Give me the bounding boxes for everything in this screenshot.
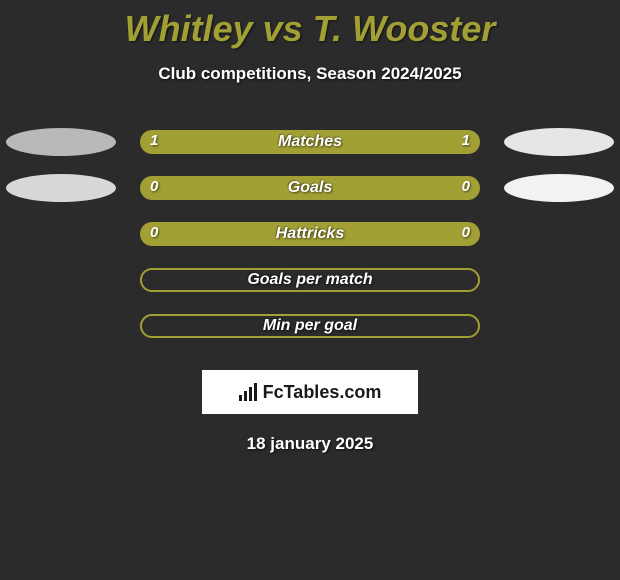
stat-row-hattricks: Hattricks 0 0 [0, 220, 620, 266]
stat-label: Goals per match [247, 271, 372, 289]
stat-value-right: 0 [462, 224, 470, 241]
stats-container: Matches 1 1 Goals 0 0 Hattricks 0 0 Goal… [0, 128, 620, 358]
logo-text: FcTables.com [239, 382, 382, 403]
stat-bar: Hattricks [140, 222, 480, 246]
comparison-title: Whitley vs T. Wooster [0, 0, 620, 50]
stat-row-goals-per-match: Goals per match [0, 266, 620, 312]
player-left-marker [6, 128, 116, 156]
stat-value-right: 0 [462, 178, 470, 195]
footer-date: 18 january 2025 [0, 434, 620, 454]
logo-label: FcTables.com [263, 382, 382, 403]
stat-value-left: 0 [150, 178, 158, 195]
stat-row-matches: Matches 1 1 [0, 128, 620, 174]
chart-icon [239, 383, 257, 401]
stat-value-right: 1 [462, 132, 470, 149]
stat-bar: Goals [140, 176, 480, 200]
player-left-marker [6, 174, 116, 202]
comparison-subtitle: Club competitions, Season 2024/2025 [0, 64, 620, 84]
fctables-logo: FcTables.com [202, 370, 418, 414]
stat-value-left: 0 [150, 224, 158, 241]
player-right-marker [504, 128, 614, 156]
stat-row-goals: Goals 0 0 [0, 174, 620, 220]
stat-label: Goals [288, 179, 332, 197]
stat-label: Matches [278, 133, 342, 151]
player-right-marker [504, 174, 614, 202]
stat-bar: Matches [140, 130, 480, 154]
stat-value-left: 1 [150, 132, 158, 149]
stat-bar: Min per goal [140, 314, 480, 338]
stat-label: Hattricks [276, 225, 344, 243]
stat-label: Min per goal [263, 317, 357, 335]
stat-row-min-per-goal: Min per goal [0, 312, 620, 358]
stat-bar: Goals per match [140, 268, 480, 292]
